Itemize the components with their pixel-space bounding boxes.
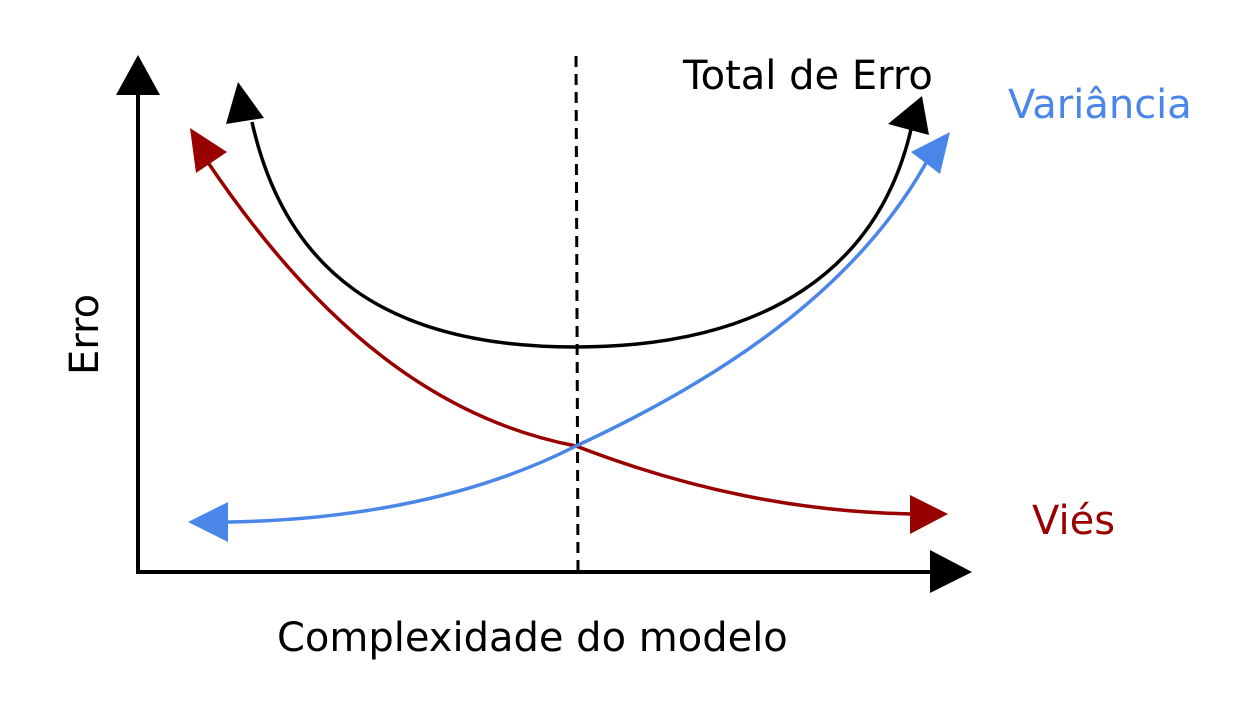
y-axis-label: Erro	[62, 294, 108, 375]
total-error-arrowhead-left	[226, 82, 264, 124]
variance-label: Variância	[1008, 82, 1192, 128]
bias-arrowhead-left	[190, 128, 227, 173]
axes	[116, 55, 972, 593]
bias-label: Viés	[1032, 498, 1115, 544]
total-error-arrowhead-right	[888, 96, 929, 135]
total-error-curve	[226, 82, 929, 349]
total-error-label: Total de Erro	[682, 53, 933, 99]
bias-curve	[190, 128, 948, 534]
bias-arrowhead-right	[910, 495, 948, 534]
x-axis-label: Complexidade do modelo	[277, 615, 788, 661]
variance-arrowhead-left	[188, 502, 228, 542]
variance-curve	[188, 132, 950, 542]
optimum-dashed-line	[574, 55, 580, 573]
y-axis-arrowhead	[116, 55, 160, 95]
variance-arrowhead-right	[911, 132, 950, 174]
x-axis-arrowhead	[930, 550, 972, 593]
